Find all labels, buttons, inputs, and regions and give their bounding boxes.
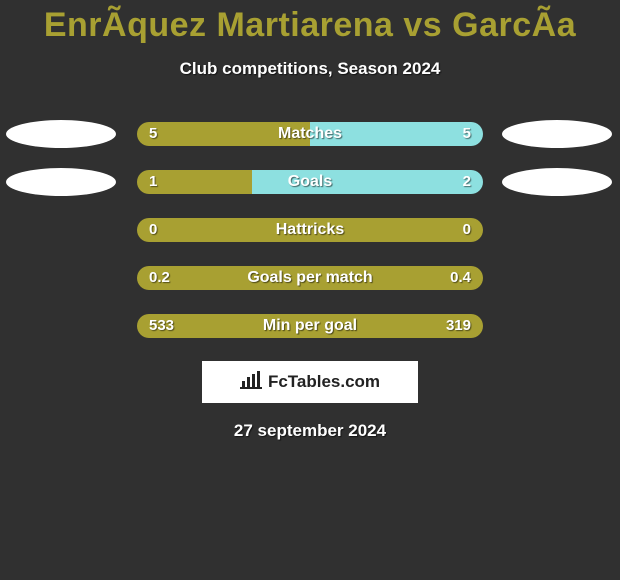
bar-chart-icon <box>240 371 262 394</box>
stat-row: 55Matches <box>0 121 620 147</box>
root: EnrÃ­quez Martiarena vs GarcÃ­a Club com… <box>0 0 620 441</box>
stat-row: 0.20.4Goals per match <box>0 265 620 291</box>
player1-fill <box>137 122 310 146</box>
stat-row: 00Hattricks <box>0 217 620 243</box>
player1-value: 0.2 <box>149 266 170 290</box>
stat-bar: 00Hattricks <box>137 218 483 242</box>
brand-text: FcTables.com <box>268 372 380 392</box>
player2-marker <box>502 120 612 148</box>
player2-value: 0 <box>463 218 471 242</box>
player1-value: 533 <box>149 314 174 338</box>
page-title: EnrÃ­quez Martiarena vs GarcÃ­a <box>0 6 620 45</box>
player1-value: 1 <box>149 170 157 194</box>
stat-bar: 0.20.4Goals per match <box>137 266 483 290</box>
brand-badge[interactable]: FcTables.com <box>202 361 418 403</box>
player2-marker <box>502 168 612 196</box>
player1-fill <box>137 314 483 338</box>
subtitle: Club competitions, Season 2024 <box>0 59 620 79</box>
player2-value: 5 <box>463 122 471 146</box>
footer-date: 27 september 2024 <box>0 421 620 441</box>
player1-marker <box>6 168 116 196</box>
player2-fill <box>252 170 483 194</box>
player1-value: 5 <box>149 122 157 146</box>
player1-fill <box>137 266 483 290</box>
stat-bar: 533319Min per goal <box>137 314 483 338</box>
player2-value: 0.4 <box>450 266 471 290</box>
stat-bar: 12Goals <box>137 170 483 194</box>
player2-value: 2 <box>463 170 471 194</box>
player1-fill <box>137 218 483 242</box>
comparison-chart: 55Matches12Goals00Hattricks0.20.4Goals p… <box>0 121 620 339</box>
player2-value: 319 <box>446 314 471 338</box>
stat-row: 12Goals <box>0 169 620 195</box>
player1-marker <box>6 120 116 148</box>
player1-value: 0 <box>149 218 157 242</box>
stat-row: 533319Min per goal <box>0 313 620 339</box>
stat-bar: 55Matches <box>137 122 483 146</box>
player2-fill <box>310 122 483 146</box>
